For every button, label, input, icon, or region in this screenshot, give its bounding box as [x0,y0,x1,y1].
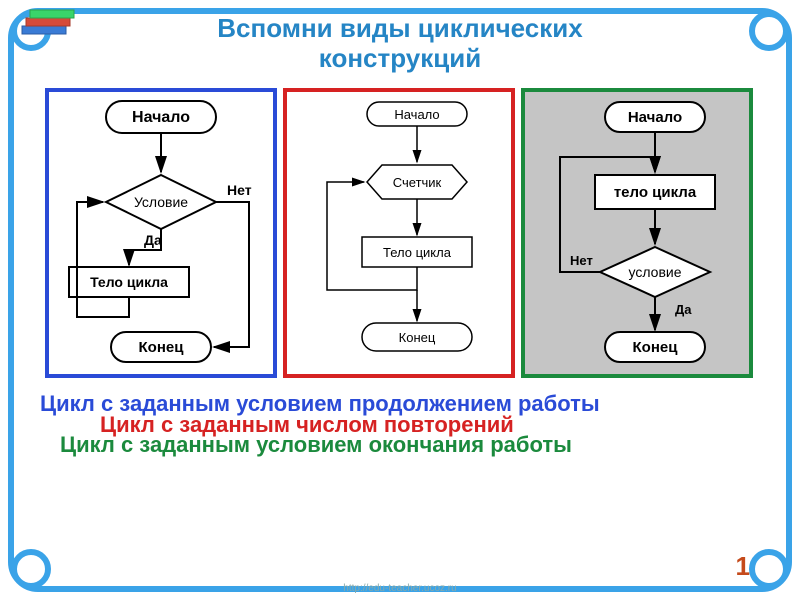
diagram-for: Начало Счетчик Тело цикла Конец [283,88,515,378]
node-label: Счетчик [393,175,442,190]
node-label: Конец [633,339,679,356]
node-label: Начало [394,107,439,122]
node-label: Условие [134,194,188,210]
books-icon [20,0,80,40]
node-label: тело цикла [614,184,697,201]
node-label: Конец [399,330,436,345]
node-label: Конец [139,339,185,356]
node-label: условие [629,264,682,280]
diagram-do-while: Начало тело цикла условие Да Нет Конец [521,88,753,378]
title-line: Вспомни виды циклических [217,13,582,43]
edge-label: Да [675,302,692,317]
page-number: 1 [736,551,750,582]
edge-label: Нет [227,182,252,198]
footer-link: http://edu-teacher.ucoz.ru [0,583,800,594]
title-line: конструкций [319,43,481,73]
node-label: Начало [628,109,682,126]
edge-label: Нет [570,253,593,268]
slide-title: Вспомни виды циклических конструкций [0,14,800,74]
node-label: Тело цикла [383,245,452,260]
node-label: Тело цикла [90,274,168,290]
captions: Цикл с заданным условием продолжением ра… [40,390,760,460]
diagrams-row: Начало Условие Да Тело цикла Нет Конец [45,88,755,378]
node-label: Начало [132,109,190,126]
caption-do-while: Цикл с заданным условием окончания работ… [60,431,760,460]
diagram-while: Начало Условие Да Тело цикла Нет Конец [45,88,277,378]
edge-label: Да [144,232,162,248]
